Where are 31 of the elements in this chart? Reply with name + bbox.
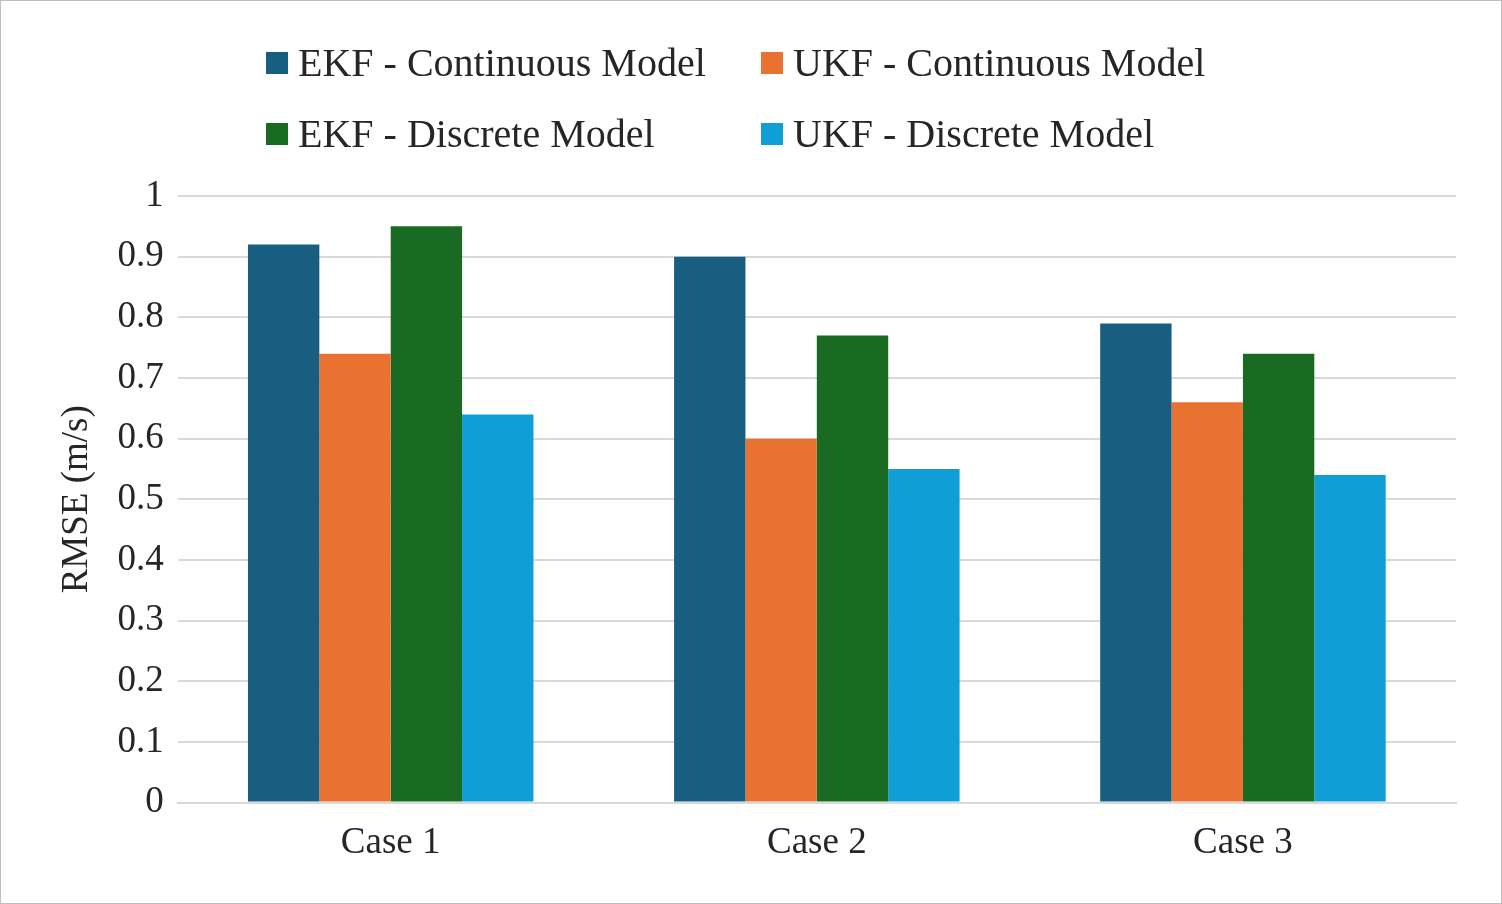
y-tick-label: 1 — [145, 172, 164, 214]
y-axis-title: RMSE (m/s) — [53, 405, 96, 594]
y-tick-label: 0.4 — [117, 536, 164, 578]
bar — [1242, 353, 1315, 802]
x-tick-label: Case 2 — [766, 819, 867, 861]
legend-label: UKF - Continuous Model — [793, 39, 1206, 86]
bar — [462, 414, 534, 802]
legend-label: EKF - Continuous Model — [298, 39, 706, 86]
y-tick-label: 0.7 — [117, 354, 164, 396]
y-tick-label: 0 — [145, 779, 164, 821]
bar — [888, 468, 960, 802]
bar — [390, 226, 463, 802]
bar — [816, 335, 889, 802]
bar — [1100, 323, 1172, 802]
y-tick-label: 0.6 — [117, 415, 164, 457]
bar — [745, 438, 817, 802]
y-tick-label: 0.2 — [117, 658, 164, 699]
bar — [674, 256, 746, 802]
y-tick-label: 0.8 — [117, 294, 164, 336]
legend-label: UKF - Discrete Model — [793, 110, 1155, 157]
bar — [1314, 475, 1386, 802]
bar — [247, 244, 320, 802]
y-tick-label: 0.1 — [117, 718, 164, 760]
legend-label: EKF - Discrete Model — [298, 110, 655, 157]
y-tick-label: 0.3 — [117, 597, 164, 639]
y-tick-label: 0.5 — [117, 476, 164, 518]
bar — [1171, 402, 1243, 802]
bar — [319, 353, 391, 802]
x-tick-label: Case 1 — [340, 819, 441, 861]
x-tick-label: Case 3 — [1193, 819, 1293, 861]
y-tick-label: 0.9 — [117, 233, 164, 275]
